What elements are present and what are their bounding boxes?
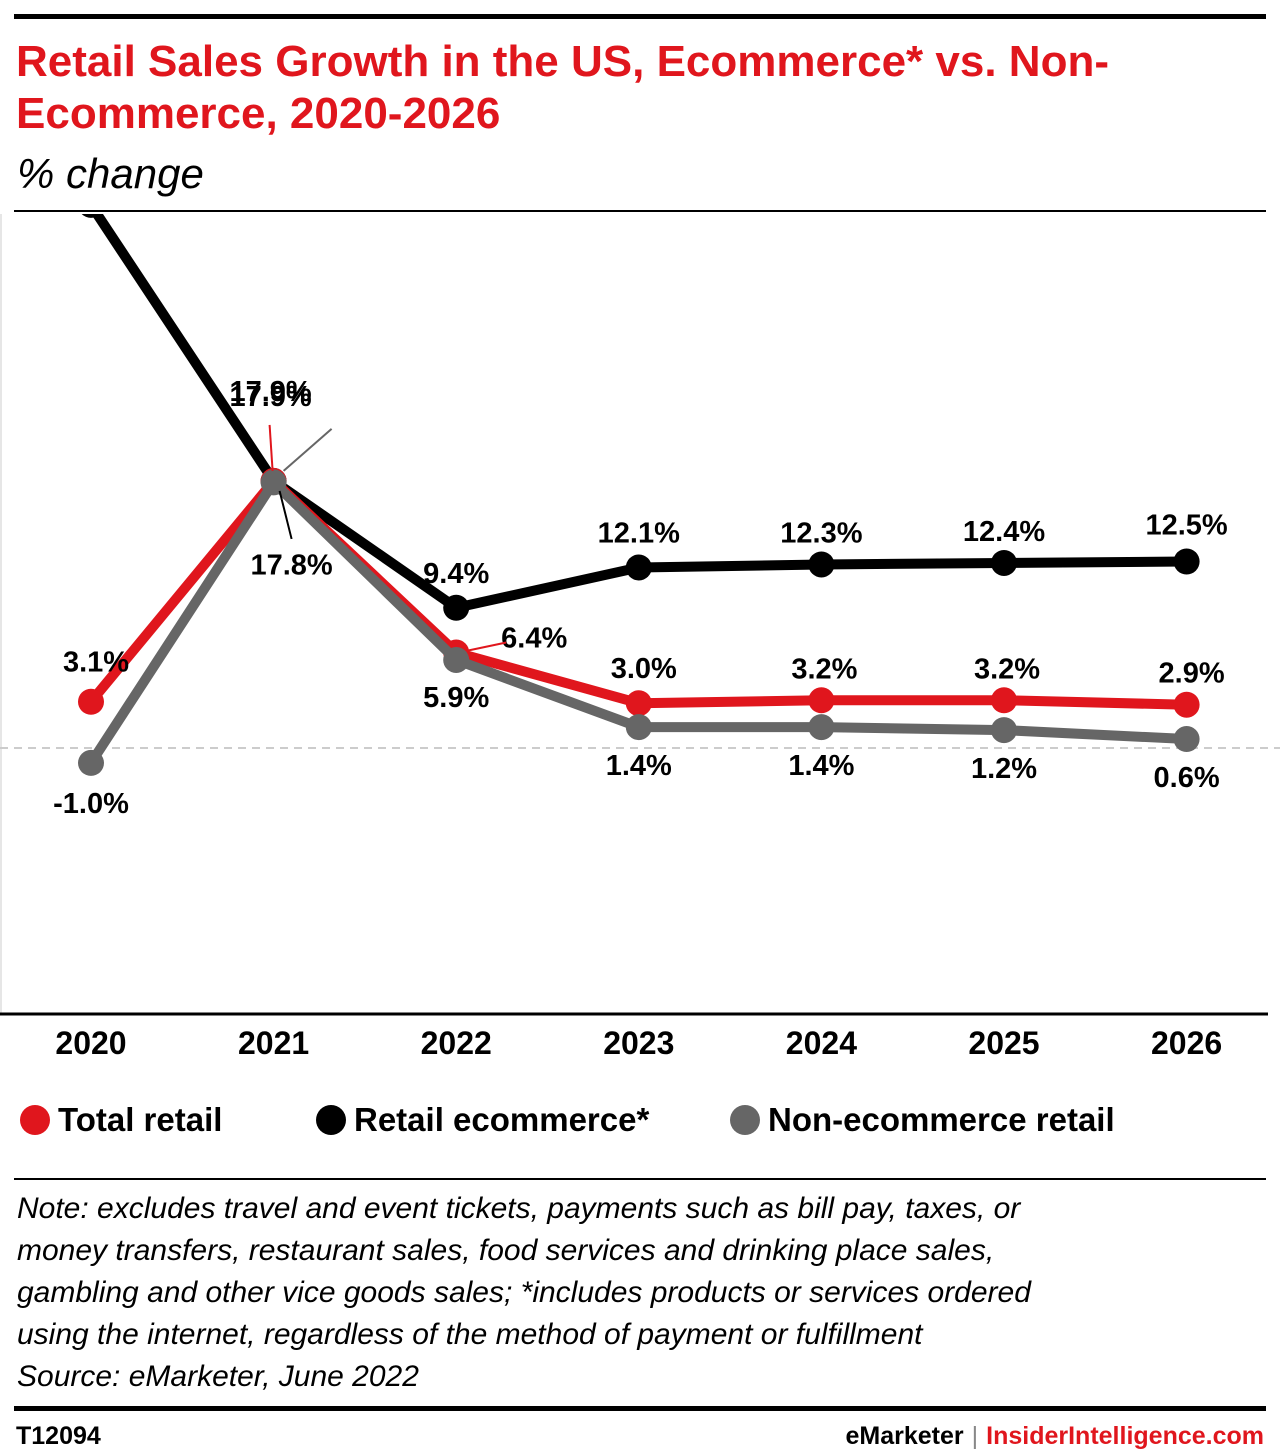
data-point-non-ecommerce-retail [1173,726,1200,753]
data-point-retail-ecommerce [808,551,835,578]
leader-line-total-2021 [268,424,274,471]
data-point-total-retail [78,688,104,715]
footer-rule [14,1406,1266,1411]
data-label-non-ecommerce-retail: 1.2% [971,753,1037,785]
chart-subtitle: % change [17,150,204,197]
legend-swatch-red [20,1105,50,1135]
x-tick-label: 2025 [968,1025,1039,1061]
data-point-total-retail [991,687,1017,714]
header-rule [14,210,1266,212]
data-point-non-ecommerce-retail [808,714,835,741]
data-point-non-ecommerce-retail [78,749,104,776]
data-label-retail-ecommerce: 12.1% [598,517,680,549]
note-rule [14,1178,1266,1180]
data-point-retail-ecommerce [443,594,470,621]
data-label-retail-ecommerce: 12.3% [780,517,862,549]
chart-id: T12094 [16,1422,101,1450]
data-point-non-ecommerce-retail [260,469,287,496]
footer-branding: eMarketer | InsiderIntelligence.com [846,1420,1265,1452]
brand-insider-intelligence-link[interactable]: InsiderIntelligence.com [986,1422,1264,1450]
note-line: gambling and other vice goods sales; *in… [17,1276,1031,1309]
data-label-retail-ecommerce: 17.9% [229,381,311,413]
leader-line-total-2022 [467,641,507,652]
data-label-retail-ecommerce: 12.5% [1145,510,1227,542]
x-tick-label: 2022 [421,1025,492,1061]
source-line: Source: eMarketer, June 2022 [17,1360,419,1393]
legend-label: Retail ecommerce* [354,1101,650,1138]
brand-emarketer[interactable]: eMarketer [845,1422,964,1450]
note-text: Note: excludes travel and event tickets,… [17,1188,1267,1398]
x-tick-label: 2021 [238,1025,309,1061]
legend-item-retail-ecommerce: Retail ecommerce* [316,1096,649,1144]
legend-swatch-gray [730,1105,760,1135]
data-label-retail-ecommerce: 9.4% [423,558,489,590]
data-label-total-retail: 6.4% [501,623,567,655]
legend-label: Non-ecommerce retail [768,1101,1115,1138]
line-chart: 36.4%17.9%9.4%12.1%12.3%12.4%12.5%3.1%17… [0,214,1280,1061]
data-point-retail-ecommerce [625,554,652,581]
x-tick-label: 2026 [1151,1025,1222,1061]
data-label-non-ecommerce-retail: 1.4% [606,750,672,782]
x-tick-label: 2020 [55,1025,126,1061]
note-line: Note: excludes travel and event tickets,… [17,1192,1021,1225]
data-label-non-ecommerce-retail: 1.4% [788,750,854,782]
data-point-retail-ecommerce [1173,548,1200,575]
legend-swatch-black [316,1105,346,1135]
x-tick-label: 2023 [603,1025,674,1061]
leader-line-ecommerce-2021 [278,490,293,540]
data-label-non-ecommerce-retail: 5.9% [423,682,489,714]
legend-label: Total retail [58,1101,223,1138]
top-rule [14,14,1266,19]
chart-title: Retail Sales Growth in the US, Ecommerce… [16,37,1109,138]
data-point-retail-ecommerce [81,214,101,218]
data-label-non-ecommerce-retail: 0.6% [1154,762,1220,794]
data-label-total-retail: 3.2% [791,653,857,685]
x-tick-label: 2024 [786,1025,857,1061]
data-label-total-retail: 17.9% [229,376,311,408]
data-label-non-ecommerce-retail: 17.8% [250,549,332,581]
data-point-retail-ecommerce [991,549,1017,576]
note-line: money transfers, restaurant sales, food … [17,1234,995,1267]
legend: Total retail Retail ecommerce* Non-ecomm… [0,1096,1280,1144]
data-label-total-retail: 3.2% [974,653,1040,685]
data-point-total-retail [625,690,652,717]
brand-separator: | [971,1422,979,1450]
data-point-non-ecommerce-retail [991,717,1017,744]
legend-item-total-retail: Total retail [20,1096,222,1144]
data-point-total-retail [1173,691,1200,718]
legend-item-non-ecommerce-retail: Non-ecommerce retail [730,1096,1115,1144]
data-point-non-ecommerce-retail [625,714,652,741]
note-line: using the internet, regardless of the me… [17,1318,923,1351]
data-point-total-retail [808,687,835,714]
data-label-retail-ecommerce: 12.4% [963,516,1045,548]
data-point-non-ecommerce-retail [443,646,470,673]
leader-line-nonecommerce-2021 [282,428,333,472]
data-label-non-ecommerce-retail: -1.0% [53,788,129,820]
data-label-total-retail: 2.9% [1159,658,1225,690]
data-label-total-retail: 3.1% [63,647,129,679]
data-label-total-retail: 3.0% [611,653,677,685]
